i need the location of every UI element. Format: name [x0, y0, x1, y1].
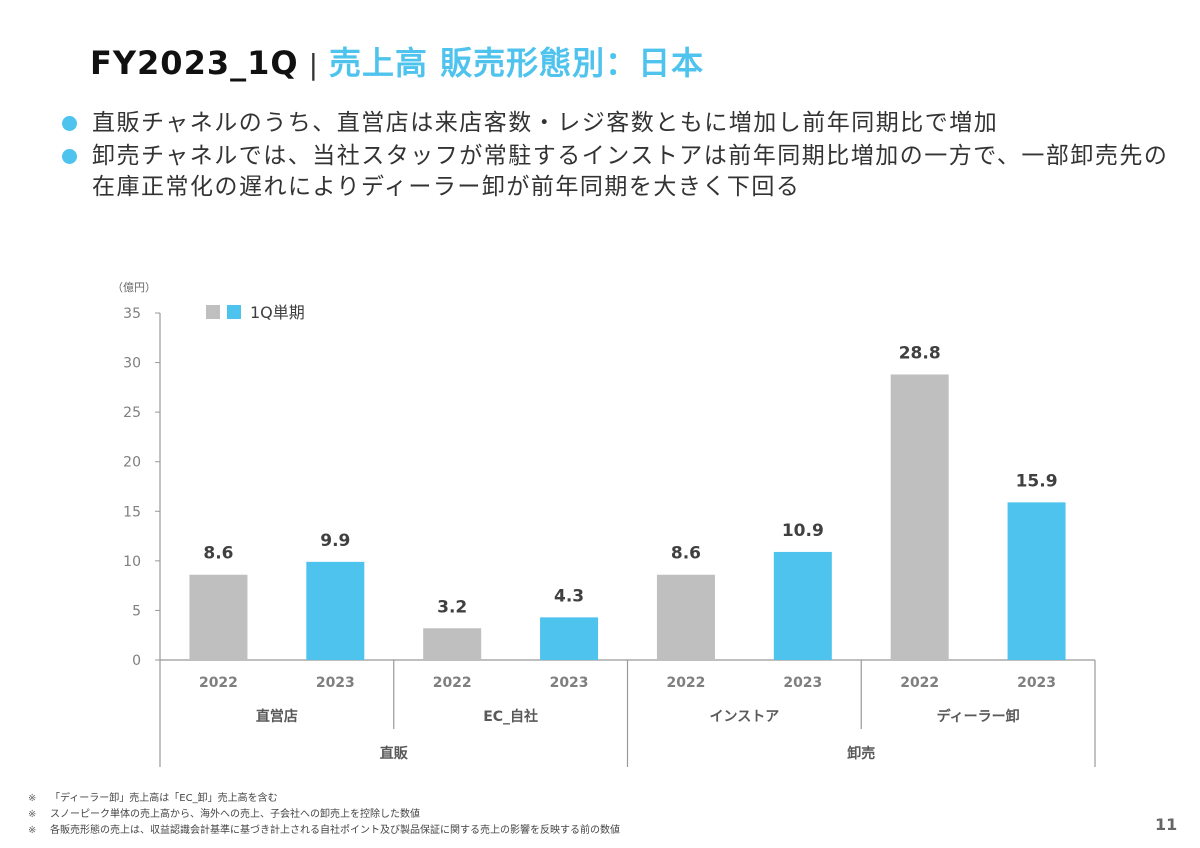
footnote-mark: ※ — [28, 825, 37, 836]
x-tick-label-year: 2022 — [199, 675, 238, 691]
x-tick-label-year: 2022 — [666, 675, 705, 691]
footnote-mark: ※ — [28, 809, 37, 820]
data-label: 8.6 — [203, 544, 233, 564]
x-category-label: ディーラー卸 — [937, 708, 1020, 725]
data-label: 15.9 — [1016, 471, 1058, 491]
data-label: 9.9 — [320, 531, 350, 551]
footnote-text: 「ディーラー卸」売上高は「EC_卸」売上高を含む — [50, 793, 278, 804]
legend-label: 1Q単期 — [250, 303, 305, 322]
x-tick-label-year: 2022 — [433, 675, 472, 691]
data-label: 4.3 — [554, 586, 584, 606]
y-tick-label: 10 — [123, 554, 141, 570]
data-label: 3.2 — [437, 597, 467, 617]
data-label: 10.9 — [782, 521, 824, 541]
page-title: FY2023_1Q | 売上高 販売形態別：日本 — [90, 38, 704, 84]
bullet-text: 卸売チャネルでは、当社スタッフが常駐するインストアは前年同期比増加の一方で、一部… — [92, 143, 1169, 200]
bar-2022 — [890, 374, 949, 660]
footnote-text: 各販売形態の売上は、収益認識会計基準に基づき計上される自社ポイント及び製品保証に… — [50, 825, 620, 836]
x-group-label: 直販 — [380, 745, 409, 762]
bar-2022 — [656, 574, 715, 660]
x-tick-label-year: 2022 — [900, 675, 939, 691]
footnote: ※ 「ディーラー卸」売上高は「EC_卸」売上高を含む — [28, 791, 620, 807]
footnote: ※ スノーピーク単体の売上高から、海外への売上、子会社への卸売上を控除した数値 — [28, 807, 620, 823]
y-tick-label: 35 — [123, 306, 141, 322]
x-category-label: 直営店 — [256, 708, 298, 725]
page-number: 11 — [1155, 815, 1178, 834]
x-tick-label-year: 2023 — [550, 675, 589, 691]
y-tick-label: 20 — [123, 455, 141, 471]
y-axis-unit-label: （億円） — [112, 281, 156, 294]
x-tick-label-year: 2023 — [1017, 675, 1056, 691]
x-tick-label-year: 2023 — [783, 675, 822, 691]
title-separator: | — [308, 48, 319, 81]
bar-2023 — [306, 561, 365, 660]
bar-2022 — [189, 574, 248, 660]
x-tick-label-year: 2023 — [316, 675, 355, 691]
bar-2022 — [423, 628, 482, 660]
data-label: 28.8 — [899, 343, 941, 363]
x-group-label: 卸売 — [847, 745, 875, 762]
x-category-label: インストア — [710, 709, 780, 725]
bar-2023 — [773, 551, 832, 660]
data-label: 8.6 — [671, 544, 701, 564]
y-tick-label: 15 — [123, 504, 141, 520]
legend-swatch-2022 — [206, 305, 220, 319]
bullet-dot-icon — [62, 116, 77, 131]
bullet-item: 卸売チャネルでは、当社スタッフが常駐するインストアは前年同期比増加の一方で、一部… — [62, 141, 1182, 203]
footnote-text: スノーピーク単体の売上高から、海外への売上、子会社への卸売上を控除した数値 — [50, 809, 420, 820]
bullet-item: 直販チャネルのうち、直営店は来店客数・レジ客数ともに増加し前年同期比で増加 — [62, 108, 1182, 139]
bar-2023 — [1007, 502, 1066, 660]
footnote: ※ 各販売形態の売上は、収益認識会計基準に基づき計上される自社ポイント及び製品保証… — [28, 823, 620, 839]
y-tick-label: 0 — [132, 653, 141, 669]
footnote-mark: ※ — [28, 793, 37, 804]
x-category-label: EC_自社 — [483, 708, 538, 725]
bullet-text: 直販チャネルのうち、直営店は来店客数・レジ客数ともに増加し前年同期比で増加 — [92, 110, 999, 136]
bullet-list: 直販チャネルのうち、直営店は来店客数・レジ客数ともに増加し前年同期比で増加 卸売… — [62, 108, 1182, 203]
legend-swatch-2023 — [227, 305, 241, 319]
bar-2023 — [540, 617, 599, 660]
bullet-dot-icon — [62, 149, 77, 164]
title-prefix: FY2023_1Q — [90, 44, 299, 82]
y-tick-label: 25 — [123, 405, 141, 421]
y-tick-label: 5 — [132, 603, 141, 619]
y-tick-label: 30 — [123, 356, 141, 372]
footnotes: ※ 「ディーラー卸」売上高は「EC_卸」売上高を含む ※ スノーピーク単体の売上高か… — [28, 791, 620, 839]
title-main: 売上高 販売形態別：日本 — [329, 44, 705, 82]
